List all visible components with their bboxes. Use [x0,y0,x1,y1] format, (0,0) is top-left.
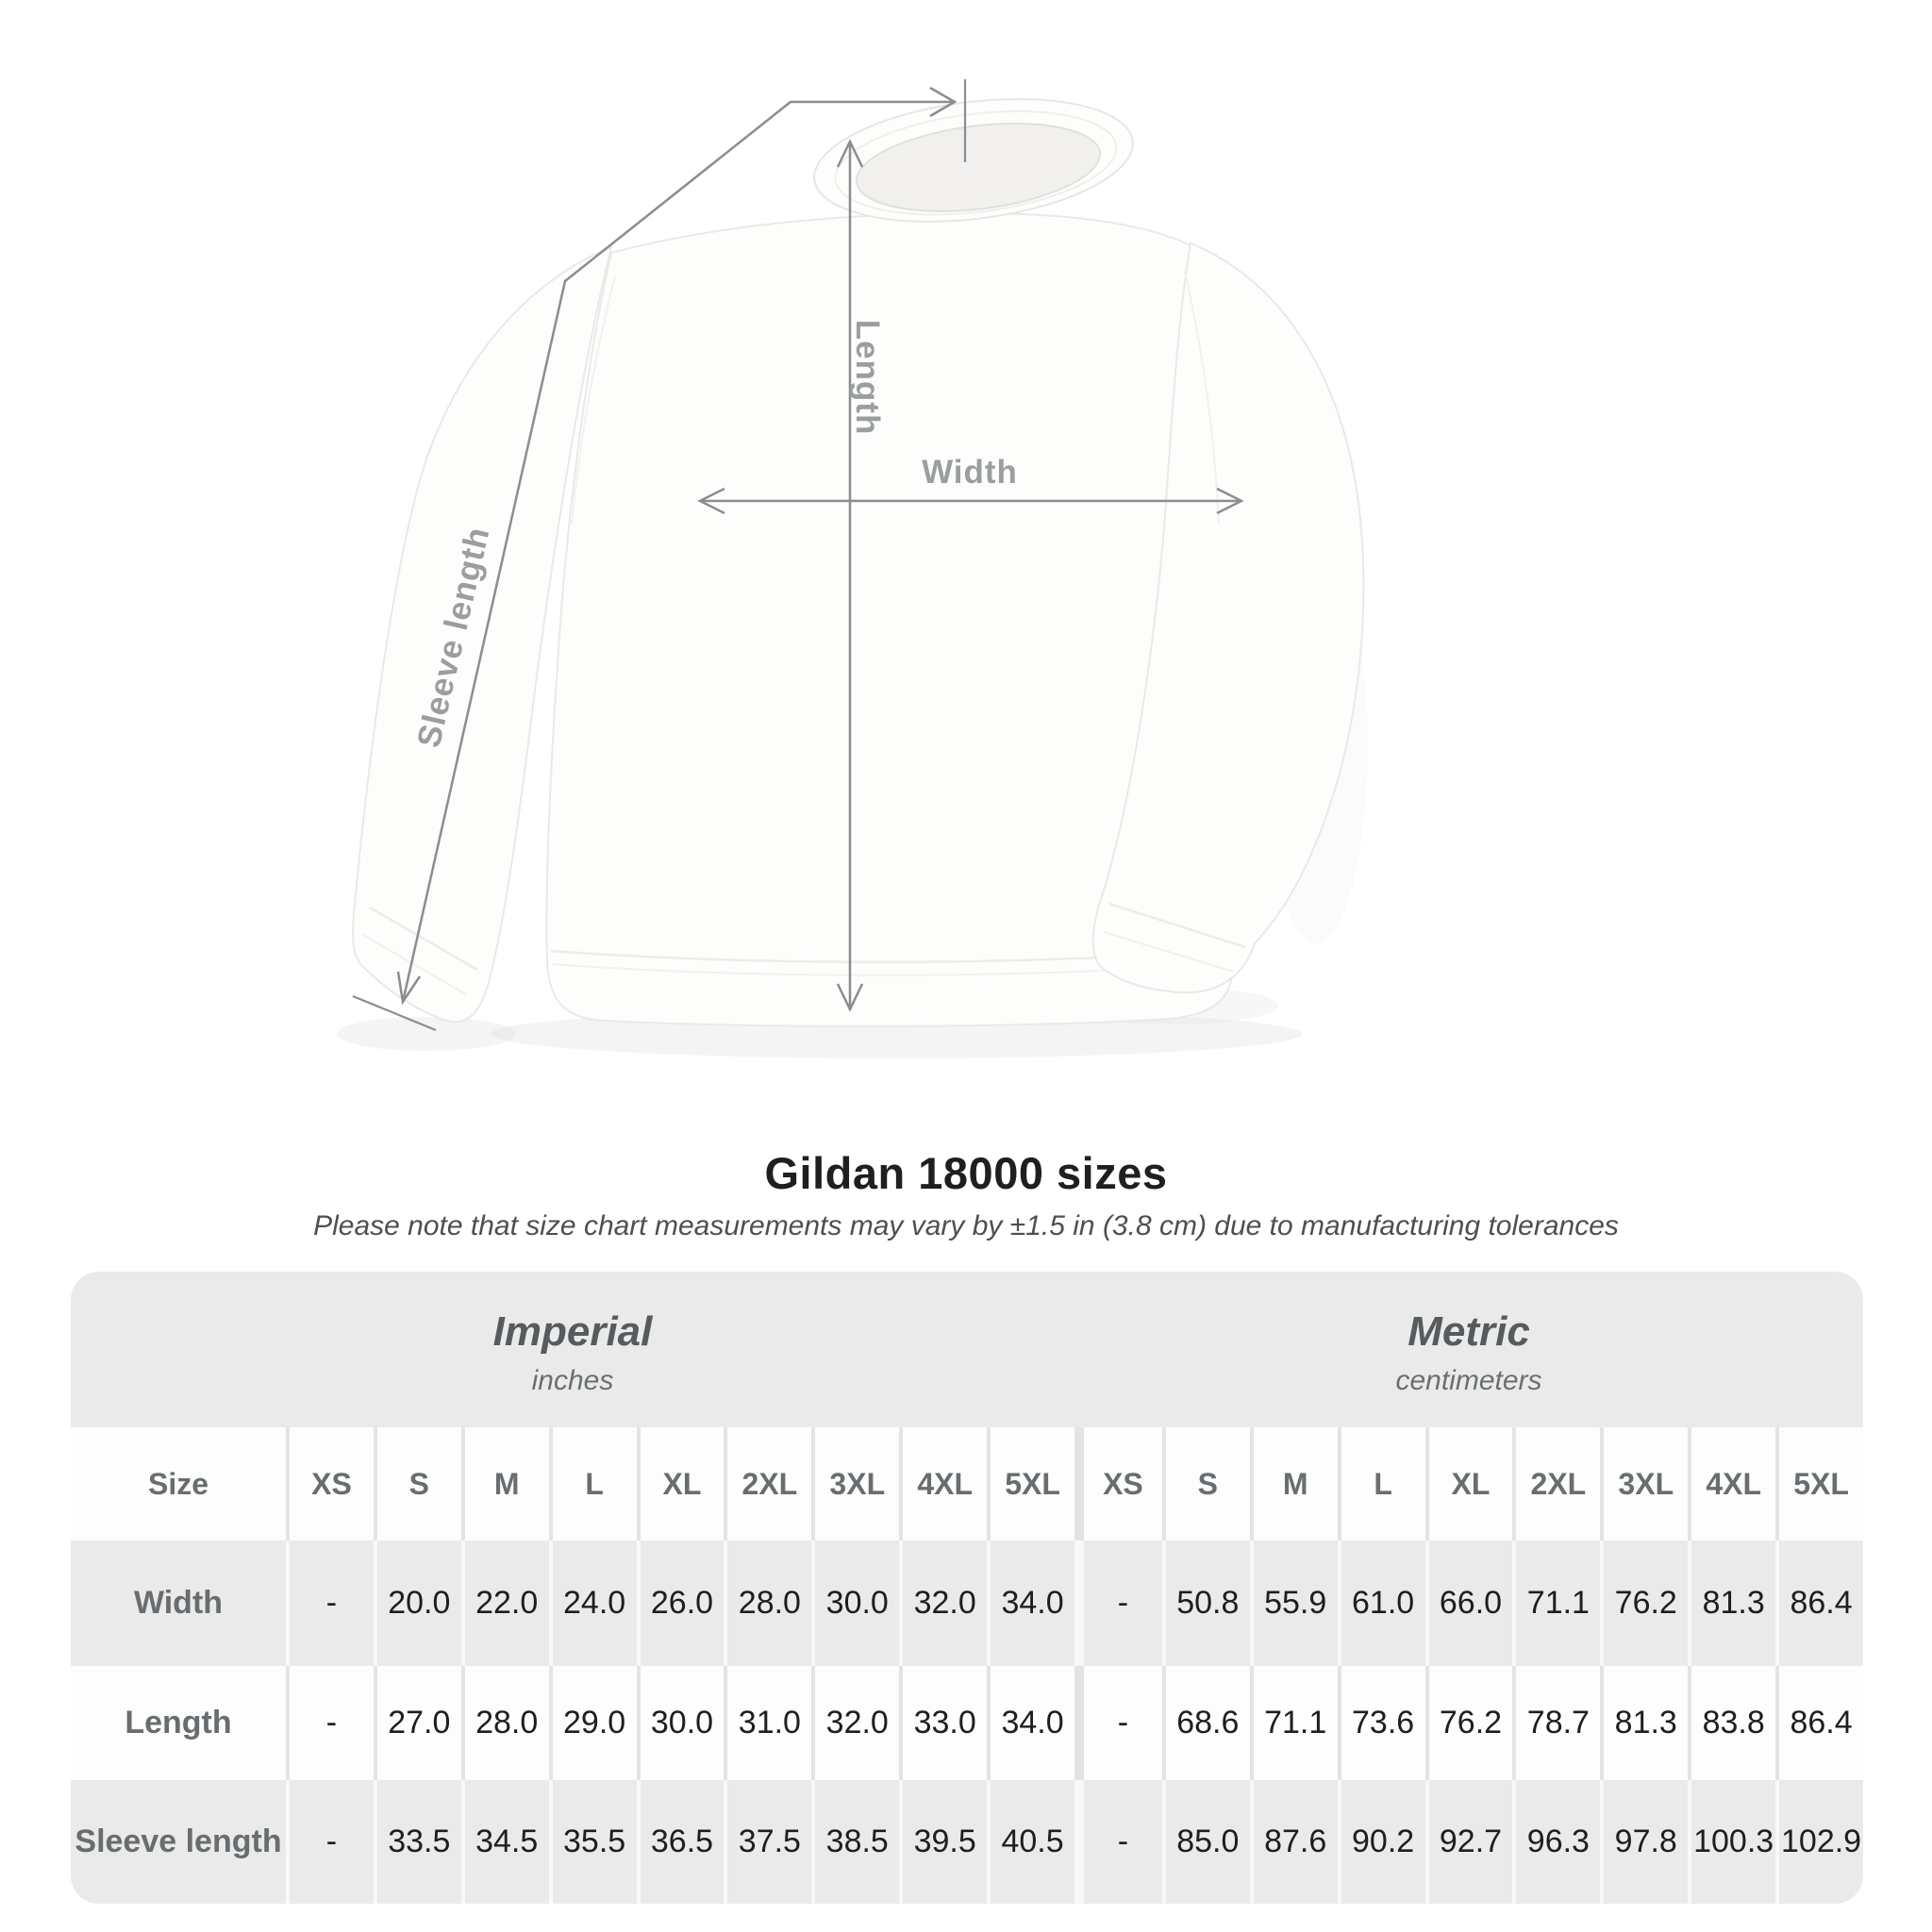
cell-value: 61.0 [1337,1541,1425,1666]
cell-value: 27.0 [373,1666,461,1780]
cell-value: 96.3 [1512,1780,1600,1904]
cell-value: - [286,1780,374,1904]
cell-value: 86.4 [1775,1666,1863,1780]
cell-value: 102.9 [1775,1780,1863,1904]
cell-value: 83.8 [1688,1666,1775,1780]
size-header-cell: S [1161,1427,1250,1541]
cell-value: 71.1 [1249,1666,1338,1780]
cell-value: 33.0 [899,1666,987,1780]
size-header-cell: 4XL [899,1427,987,1541]
sleeve-length-line [401,100,955,1003]
cell-value: 76.2 [1424,1666,1513,1780]
row-label: Length [125,1705,232,1740]
cell-value: 71.1 [1512,1541,1600,1666]
imperial-label: Imperial [492,1308,653,1356]
cuff-tick [352,994,437,1032]
cell-value: 34.5 [460,1780,549,1904]
size-table-card: Imperial inches Metric centimeters Size … [71,1272,1863,1904]
width-label: Width [922,454,1018,491]
cell-value: 68.6 [1161,1666,1250,1780]
cell-value: 81.3 [1688,1541,1775,1666]
cell-value: 29.0 [548,1666,637,1780]
size-header-cell: 3XL [1600,1427,1688,1541]
row-label: Width [133,1585,224,1621]
cell-value: - [286,1541,374,1666]
cell-value: 100.3 [1688,1780,1775,1904]
size-header-cell: XS [1074,1427,1162,1541]
size-header-cell: M [1249,1427,1338,1541]
size-header-cell: 3XL [811,1427,899,1541]
cell-value: 35.5 [548,1780,637,1904]
metric-unit-header: Metric centimeters [1074,1272,1863,1427]
size-header-cell: XS [286,1427,374,1541]
table-row-width: Width - 20.0 22.0 24.0 26.0 28.0 30.0 32… [71,1541,1863,1666]
size-header-cell: XL [636,1427,724,1541]
table-row-length: Length - 27.0 28.0 29.0 30.0 31.0 32.0 3… [71,1666,1863,1780]
cell-value: 92.7 [1424,1780,1513,1904]
cell-value: 39.5 [899,1780,987,1904]
size-header-cell: S [373,1427,461,1541]
cell-value: 86.4 [1775,1541,1863,1666]
cell-value: - [1074,1780,1162,1904]
cell-value: 30.0 [636,1666,724,1780]
cell-value: 55.9 [1249,1541,1338,1666]
unit-header-row: Imperial inches Metric centimeters [71,1272,1863,1427]
cell-value: 36.5 [636,1780,724,1904]
collar [813,98,1134,223]
cell-value: 87.6 [1249,1780,1338,1904]
page-title: Gildan 18000 sizes [764,1148,1168,1198]
tolerance-note: Please note that size chart measurements… [313,1210,1619,1241]
centimeters-label: centimeters [1395,1364,1542,1396]
size-header-cell: 5XL [1775,1427,1863,1541]
size-header-cell: XL [1424,1427,1513,1541]
metric-label: Metric [1407,1308,1530,1356]
size-header-cell: L [1337,1427,1425,1541]
inches-label: inches [531,1364,614,1396]
cell-value: 76.2 [1600,1541,1688,1666]
cell-value: 33.5 [373,1780,461,1904]
cell-value: 28.0 [724,1541,811,1666]
cell-value: 24.0 [548,1541,637,1666]
cell-value: 66.0 [1424,1541,1513,1666]
cell-value: 34.0 [987,1666,1074,1780]
cell-value: 22.0 [460,1541,549,1666]
cell-value: - [1074,1666,1162,1780]
cell-value: 50.8 [1161,1541,1250,1666]
cell-value: 30.0 [811,1541,899,1666]
size-header-cell: 2XL [1512,1427,1600,1541]
sweatshirt-image [352,98,1365,1027]
size-header-cell: 5XL [987,1427,1074,1541]
imperial-unit-header: Imperial inches [71,1272,1074,1427]
size-header-cell: 2XL [724,1427,811,1541]
size-header-cell: M [460,1427,549,1541]
size-header-cell: 4XL [1688,1427,1775,1541]
cell-value: 78.7 [1512,1666,1600,1780]
cell-value: 90.2 [1337,1780,1425,1904]
cell-value: 32.0 [899,1541,987,1666]
cell-value: - [1074,1541,1162,1666]
cell-value: 85.0 [1161,1780,1250,1904]
cell-value: 28.0 [460,1666,549,1780]
cell-value: 20.0 [373,1541,461,1666]
sweatshirt-measurement-diagram: Length Width Sleeve length [337,79,1365,1058]
size-header-row: Size XS S M L XL 2XL 3XL 4XL 5XL XS S M … [71,1427,1863,1541]
cell-value: 34.0 [987,1541,1074,1666]
size-col-header: Size [147,1466,209,1501]
cell-value: 38.5 [811,1780,899,1904]
table-row-sleeve-length: Sleeve length - 33.5 34.5 35.5 36.5 37.5… [71,1780,1863,1904]
cell-value: - [286,1666,374,1780]
cell-value: 31.0 [724,1666,811,1780]
size-header-cell: L [548,1427,637,1541]
cell-value: 37.5 [724,1780,811,1904]
length-label: Length [849,320,886,436]
cell-value: 26.0 [636,1541,724,1666]
cell-value: 81.3 [1600,1666,1688,1780]
cell-value: 32.0 [811,1666,899,1780]
cell-value: 97.8 [1600,1780,1688,1904]
cell-value: 40.5 [987,1780,1074,1904]
cell-value: 73.6 [1337,1666,1425,1780]
row-label: Sleeve length [75,1824,282,1859]
